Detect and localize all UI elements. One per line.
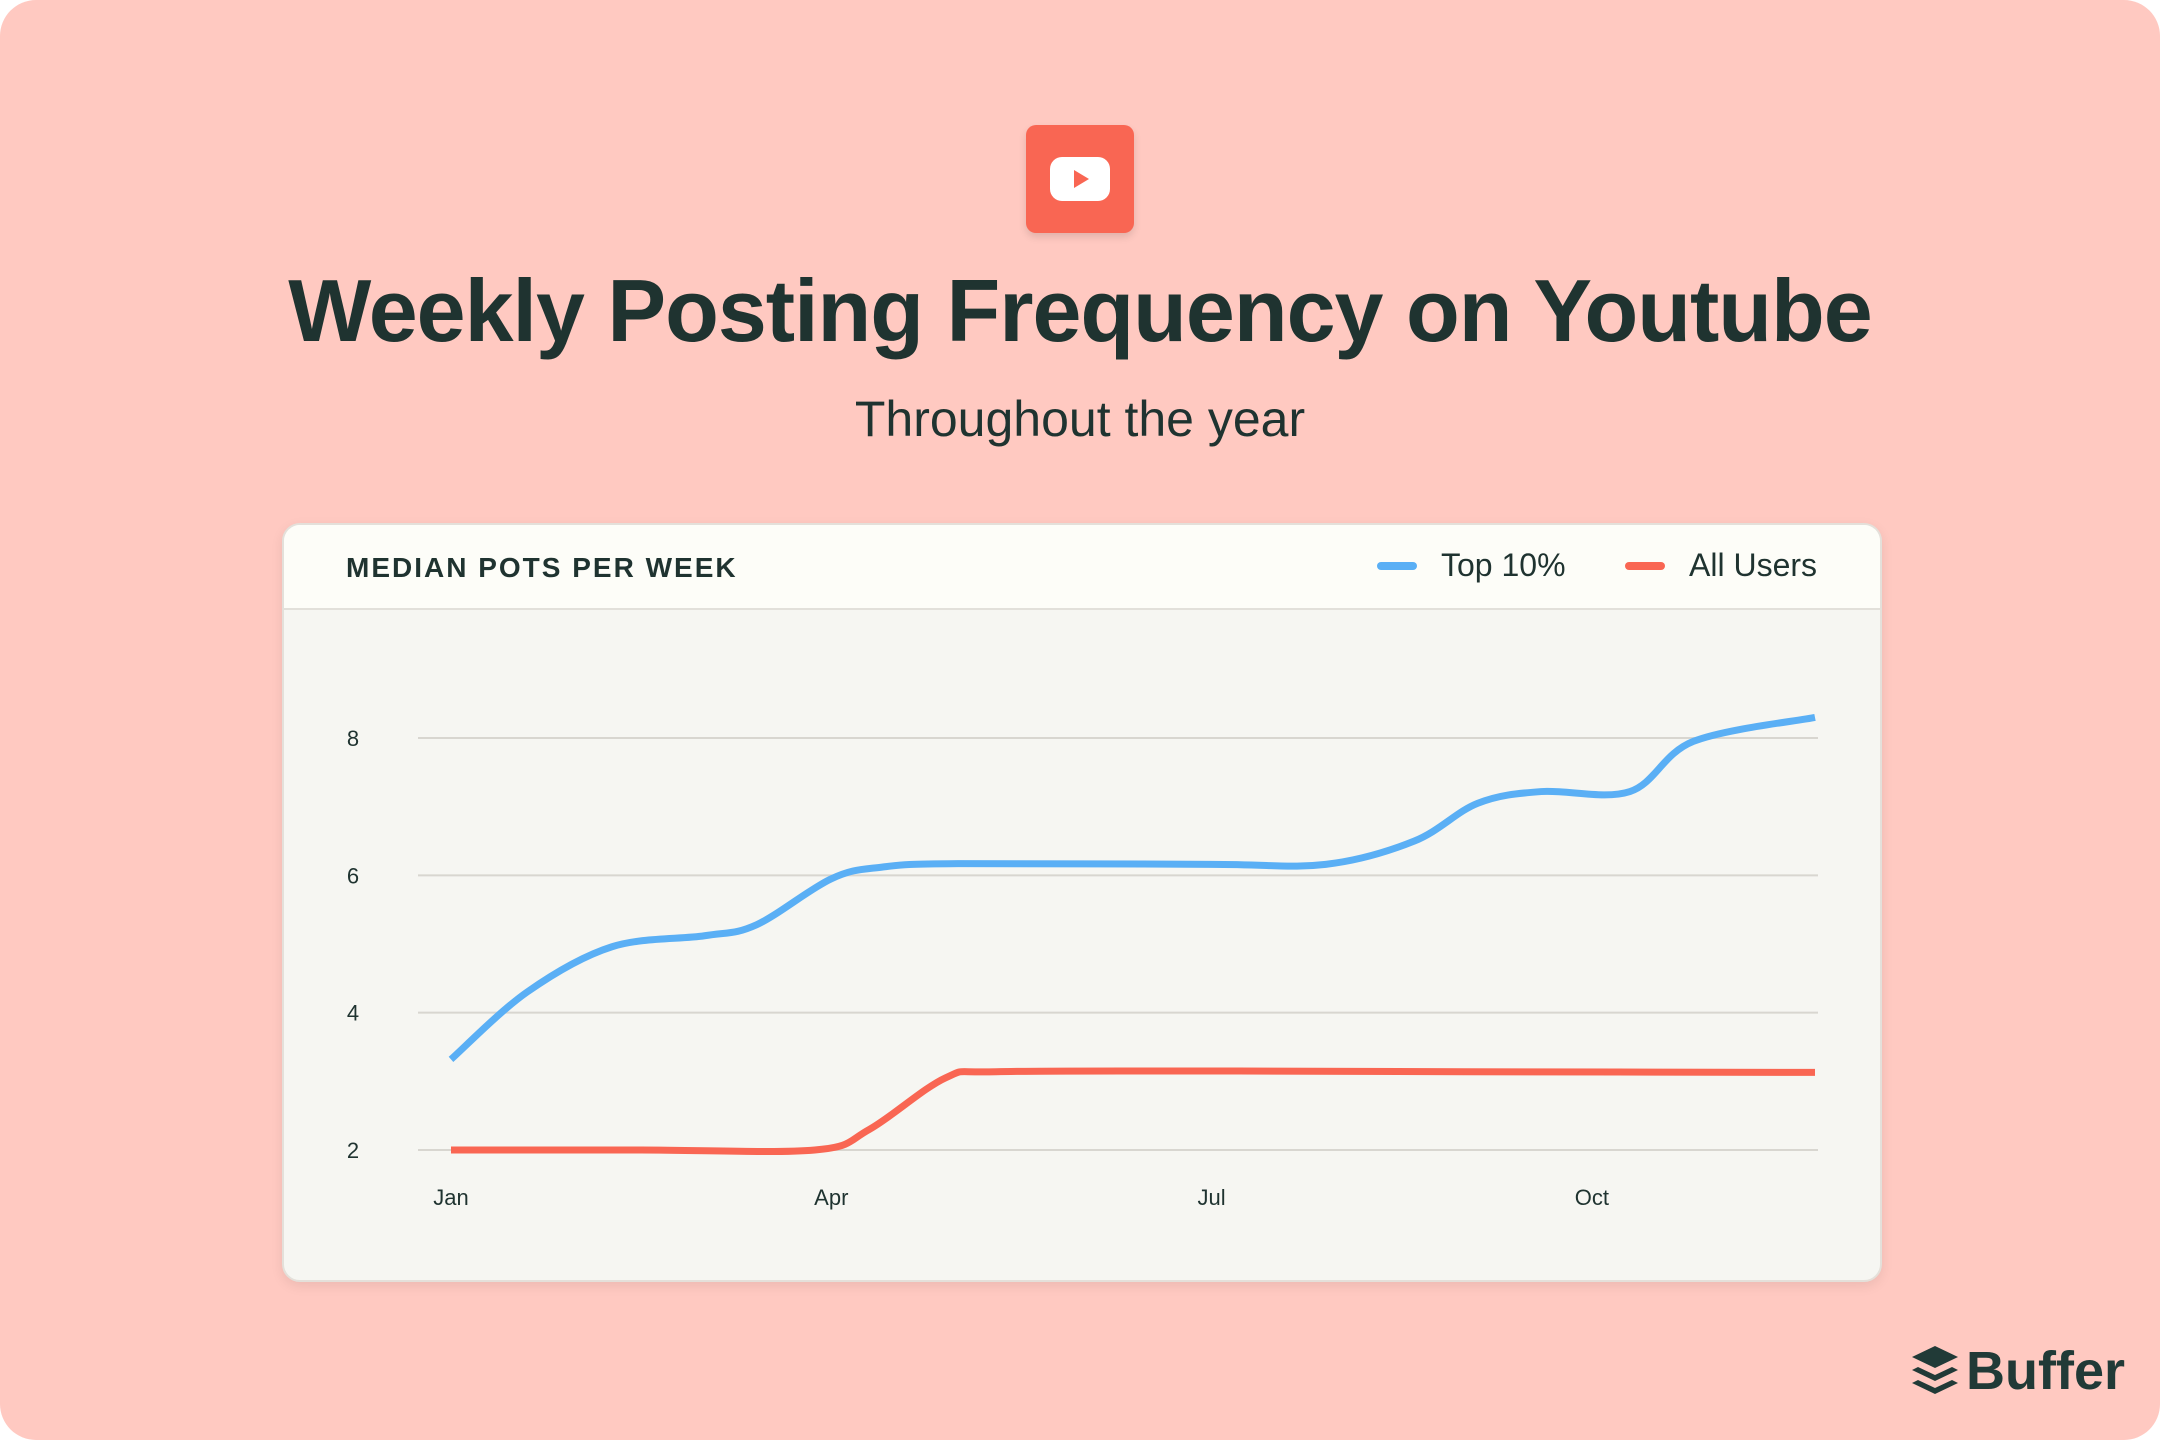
x-tick-label: Jan bbox=[433, 1185, 468, 1210]
y-tick-label: 2 bbox=[347, 1138, 359, 1163]
page-title: Weekly Posting Frequency on Youtube bbox=[288, 261, 1873, 360]
legend-item-top10: Top 10% bbox=[1377, 547, 1566, 584]
x-tick-label: Oct bbox=[1575, 1185, 1609, 1210]
y-tick-label: 6 bbox=[347, 863, 359, 888]
legend-item-all-users: All Users bbox=[1625, 547, 1817, 584]
legend-label: All Users bbox=[1689, 547, 1818, 583]
chart-title: MEDIAN POTS PER WEEK bbox=[346, 552, 738, 583]
y-tick-label: 4 bbox=[347, 1001, 359, 1026]
chart-header: MEDIAN POTS PER WEEK Top 10% All Users bbox=[284, 525, 1880, 610]
legend-swatch bbox=[1377, 561, 1417, 570]
youtube-icon bbox=[1026, 125, 1134, 233]
legend-swatch bbox=[1625, 561, 1665, 570]
chart-card: MEDIAN POTS PER WEEK Top 10% All Users 2… bbox=[282, 523, 1882, 1282]
buffer-logo: Buffer bbox=[1912, 1340, 2125, 1402]
page-subtitle: Throughout the year bbox=[854, 391, 1306, 447]
x-tick-label: Jul bbox=[1198, 1185, 1226, 1210]
series-line-all-users bbox=[451, 1067, 1816, 1156]
x-tick-label: Apr bbox=[814, 1185, 848, 1210]
series-line-top-10 bbox=[448, 713, 1816, 1062]
line-chart: 2 4 6 8 Jan Apr Jul Oct bbox=[347, 713, 1818, 1210]
buffer-stack-icon bbox=[1912, 1346, 1958, 1394]
y-tick-label: 8 bbox=[347, 726, 359, 751]
brand-name: Buffer bbox=[1966, 1341, 2125, 1401]
legend-label: Top 10% bbox=[1441, 547, 1566, 583]
